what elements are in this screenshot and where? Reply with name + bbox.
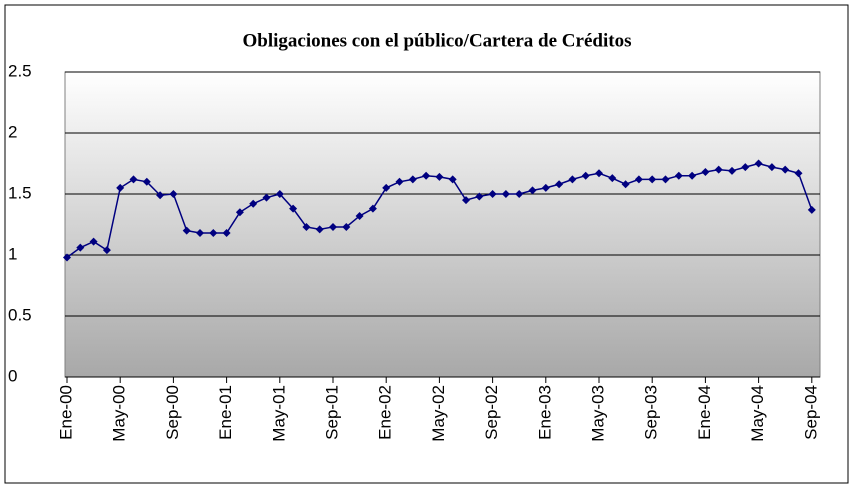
point-marker: [741, 163, 750, 172]
point-marker: [555, 180, 564, 189]
point-marker: [63, 253, 71, 262]
point-marker: [342, 222, 351, 231]
x-tick-label: Ene-04: [695, 385, 714, 440]
point-marker: [435, 172, 444, 181]
point-marker: [382, 183, 391, 192]
point-marker: [462, 196, 470, 205]
x-tick-label: Sep-00: [163, 385, 182, 440]
point-marker: [89, 237, 98, 246]
x-tick-label: Sep-04: [801, 385, 820, 440]
point-marker: [182, 226, 191, 235]
point-marker: [422, 171, 431, 180]
point-marker: [541, 183, 550, 192]
point-marker: [262, 193, 271, 202]
point-marker: [169, 190, 178, 198]
point-marker: [501, 190, 510, 198]
point-marker: [355, 211, 364, 220]
point-marker: [209, 229, 218, 238]
point-marker: [196, 229, 204, 238]
point-marker: [648, 175, 657, 184]
point-marker: [235, 208, 244, 217]
point-marker: [475, 192, 484, 201]
point-marker: [674, 171, 683, 180]
point-marker: [249, 199, 258, 208]
point-marker: [289, 204, 298, 213]
x-tick-label: Ene-00: [56, 385, 75, 440]
point-marker: [488, 190, 497, 198]
y-tick-label: 0.5: [8, 305, 32, 324]
point-marker: [528, 186, 537, 195]
x-tick-label: Sep-02: [482, 385, 501, 440]
x-tick-label: May-01: [269, 385, 288, 442]
x-tick-label: May-04: [748, 385, 767, 442]
point-marker: [129, 175, 138, 184]
point-marker: [116, 183, 125, 192]
point-marker: [302, 222, 311, 231]
point-marker: [315, 225, 324, 234]
x-tick-label: Ene-03: [535, 385, 554, 440]
point-marker: [156, 191, 165, 200]
point-marker: [581, 171, 590, 180]
chart-title: Obligaciones con el público/Cartera de C…: [243, 30, 632, 51]
point-marker: [329, 222, 337, 231]
point-marker: [595, 169, 603, 178]
point-marker: [714, 165, 723, 174]
point-marker: [781, 165, 790, 174]
point-marker: [368, 204, 377, 213]
x-tick-label: Ene-01: [216, 385, 235, 440]
point-marker: [754, 159, 763, 168]
point-marker: [408, 175, 417, 184]
point-marker: [102, 246, 111, 255]
point-marker: [767, 163, 776, 172]
point-marker: [395, 177, 404, 186]
x-tick-label: Sep-01: [322, 385, 341, 440]
y-tick-label: 0: [8, 366, 17, 385]
point-marker: [76, 243, 85, 252]
point-marker: [568, 175, 577, 184]
x-tick-label: May-02: [429, 385, 448, 442]
point-marker: [807, 205, 816, 214]
point-marker: [621, 180, 630, 189]
x-tick-label: May-00: [110, 385, 129, 442]
point-marker: [142, 177, 151, 186]
x-tick-label: Ene-02: [376, 385, 395, 440]
point-marker: [515, 190, 524, 198]
y-tick-label: 1: [8, 244, 17, 263]
point-marker: [448, 175, 457, 184]
y-tick-label: 2.5: [8, 61, 32, 80]
point-marker: [275, 190, 284, 198]
x-tick-label: Sep-03: [642, 385, 661, 440]
point-marker: [661, 175, 670, 184]
x-tick-label: May-03: [588, 385, 607, 442]
y-tick-label: 1.5: [8, 183, 32, 202]
plot-area: [64, 71, 821, 378]
y-tick-label: 2: [8, 122, 17, 141]
point-marker: [701, 168, 710, 177]
point-marker: [222, 229, 231, 238]
point-marker: [634, 175, 643, 184]
point-marker: [794, 169, 803, 178]
point-marker: [608, 174, 617, 183]
point-marker: [728, 166, 736, 175]
point-marker: [688, 171, 697, 180]
